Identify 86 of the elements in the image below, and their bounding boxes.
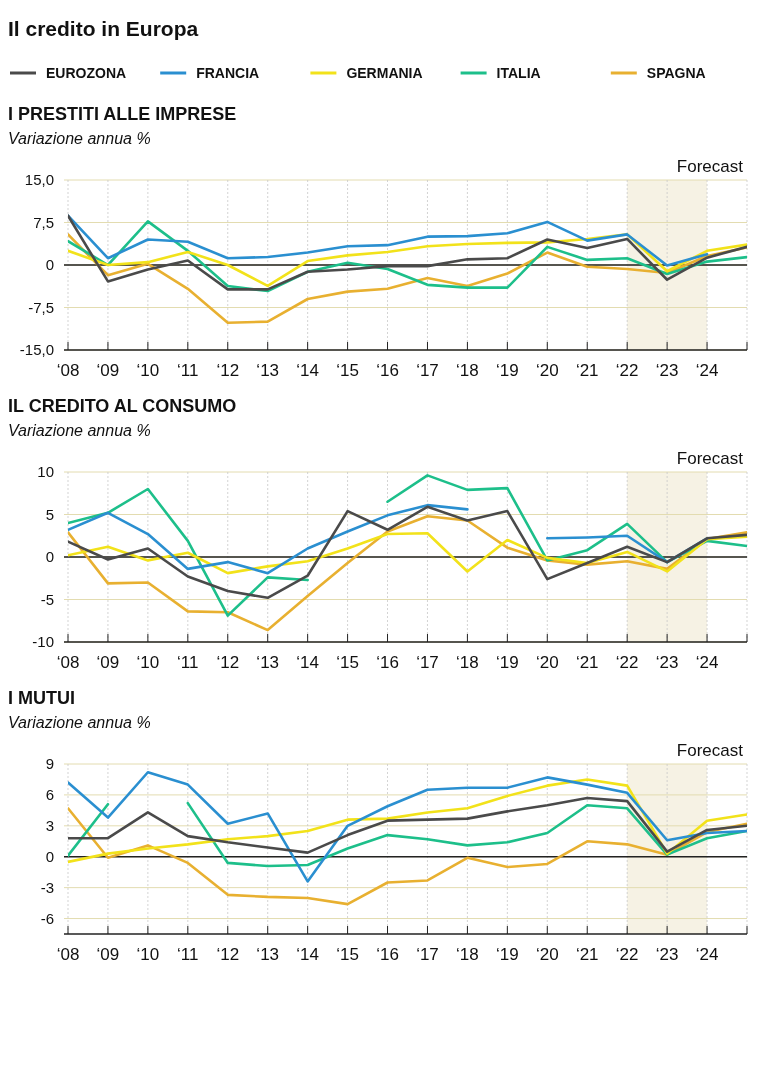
x-tick-label: ‘24 [695,945,719,964]
x-tick-label: ‘16 [376,653,399,672]
x-tick-label: ‘20 [535,945,559,964]
x-tick-label: ‘19 [496,945,519,964]
x-tick-label: ‘19 [496,361,519,380]
y-tick-label: 15,0 [24,171,54,188]
y-tick-label: 0 [45,256,54,273]
x-tick-label: ‘10 [136,361,160,380]
y-tick-label: 6 [45,785,54,803]
x-tick-label: ‘12 [216,361,240,380]
x-tick-label: ‘21 [575,653,599,672]
chart-title: IL CREDITO AL CONSUMO [8,396,237,416]
x-tick-label: ‘12 [216,653,240,672]
x-tick-label: ‘24 [695,653,719,672]
line-series [68,505,747,600]
x-tick-label: ‘16 [376,945,399,964]
x-tick-label: ‘09 [96,945,120,964]
x-tick-label: ‘12 [216,945,240,964]
legend-label: GERMANIA [346,65,423,81]
y-tick-label: 5 [45,505,54,523]
x-tick-label: ‘24 [695,361,719,380]
band-label: Forecast [676,449,744,468]
x-tick-label: ‘09 [96,653,120,672]
line-series [68,214,709,267]
line-series [68,770,747,883]
x-tick-label: ‘15 [336,653,359,672]
x-tick-label: ‘15 [336,361,359,380]
chart-subtitle: Variazione annua % [8,130,151,147]
legend-label: SPAGNA [646,65,706,81]
x-tick-label: ‘11 [177,945,199,964]
x-tick-label: ‘21 [575,945,599,964]
band-label: Forecast [676,741,744,760]
x-tick-label: ‘16 [376,361,399,380]
x-tick-label: ‘14 [296,945,319,964]
y-tick-label: 9 [45,755,54,772]
x-tick-label: ‘22 [615,361,639,380]
legend-label: ITALIA [496,65,541,81]
x-tick-label: ‘23 [655,653,679,672]
y-tick-label: 0 [45,548,54,565]
x-tick-label: ‘19 [496,653,519,672]
x-tick-label: ‘08 [56,361,80,380]
x-tick-label: ‘22 [615,653,639,672]
y-tick-label: -15,0 [19,341,54,358]
line-series [68,796,747,854]
x-tick-label: ‘22 [615,945,639,964]
x-tick-label: ‘11 [177,653,199,672]
x-tick-label: ‘18 [456,361,479,380]
x-tick-label: ‘20 [535,653,559,672]
band-label: Forecast [676,157,744,176]
x-tick-label: ‘20 [535,361,559,380]
x-tick-label: ‘13 [256,653,280,672]
chart-subtitle: Variazione annua % [8,714,151,731]
y-tick-label: -7,5 [28,298,54,316]
x-tick-label: ‘17 [416,653,439,672]
y-tick-label: -5 [40,590,54,608]
x-tick-label: ‘17 [416,945,439,964]
x-tick-label: ‘14 [296,361,319,380]
x-tick-label: ‘11 [177,361,199,380]
y-tick-label: -6 [40,909,54,927]
x-tick-label: ‘10 [136,653,160,672]
x-tick-label: ‘13 [256,945,280,964]
x-tick-label: ‘08 [56,653,80,672]
x-tick-label: ‘13 [256,361,280,380]
x-tick-label: ‘21 [575,361,599,380]
y-tick-label: -10 [32,633,54,650]
x-tick-label: ‘23 [655,361,679,380]
x-tick-label: ‘14 [296,653,319,672]
y-tick-label: 7,5 [33,213,54,231]
x-tick-label: ‘15 [336,945,359,964]
legend-label: EUROZONA [46,65,127,81]
y-tick-label: 10 [37,463,54,480]
y-tick-label: -3 [40,878,54,896]
text: Il credito in Europa [8,17,199,40]
chart-title: I MUTUI [8,688,75,708]
x-tick-label: ‘18 [456,653,479,672]
chart-title: I PRESTITI ALLE IMPRESE [8,104,237,124]
x-tick-label: ‘08 [56,945,80,964]
x-tick-label: ‘18 [456,945,479,964]
x-tick-label: ‘10 [136,945,160,964]
x-tick-label: ‘23 [655,945,679,964]
y-tick-label: 0 [45,847,54,865]
chart-subtitle: Variazione annua % [8,422,151,439]
legend-label: FRANCIA [196,65,260,81]
x-tick-label: ‘09 [96,361,120,380]
y-tick-label: 3 [45,816,54,834]
x-tick-label: ‘17 [416,361,439,380]
